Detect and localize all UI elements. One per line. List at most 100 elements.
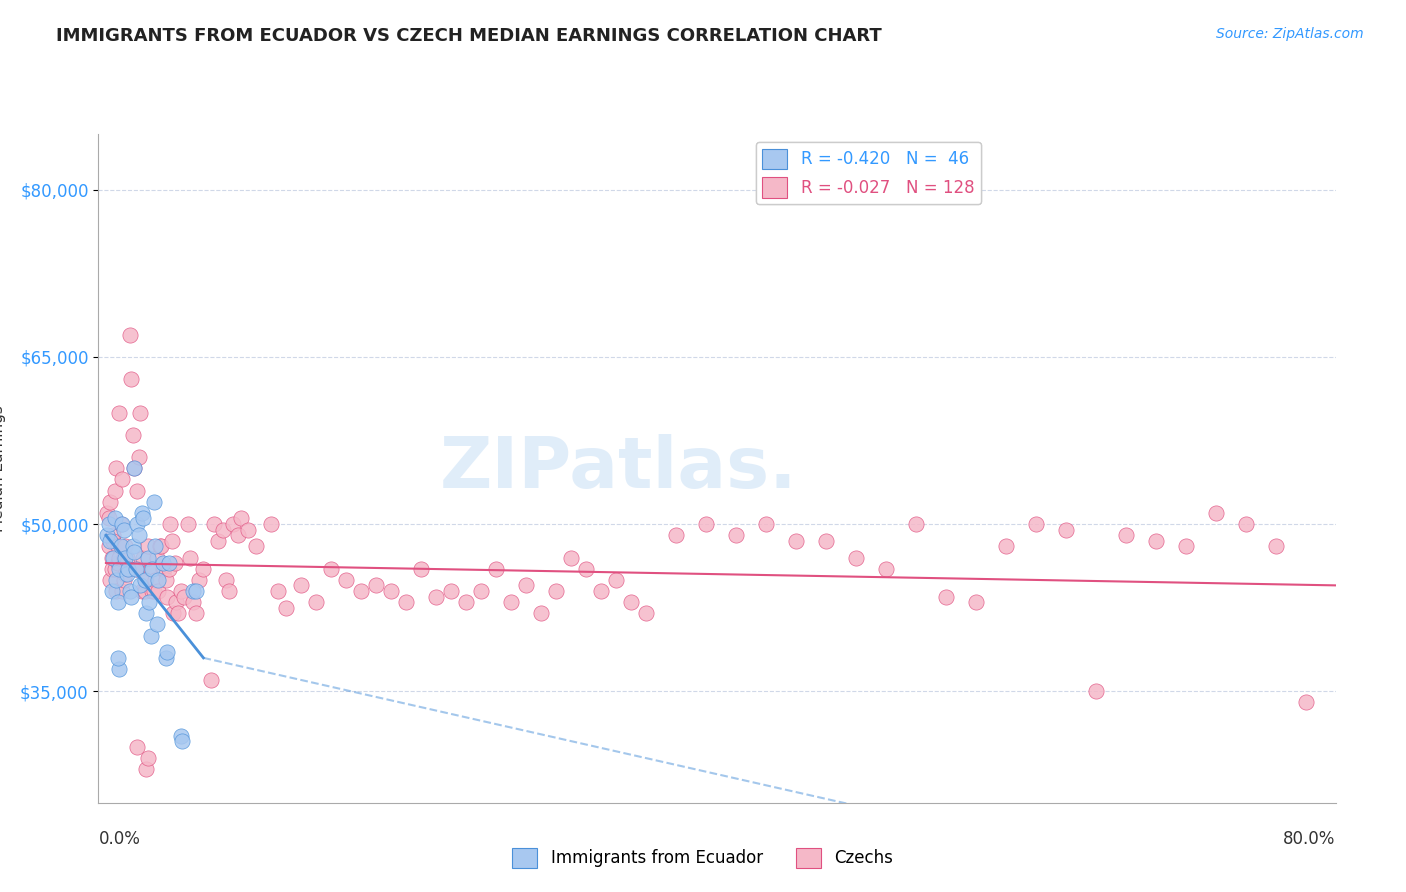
Point: [96, 528, 118, 542]
Point: [814, 533, 837, 548]
Point: [440, 584, 463, 599]
Point: [290, 578, 312, 592]
Point: [122, 539, 145, 553]
Point: [127, 740, 149, 755]
Point: [134, 573, 156, 587]
Point: [238, 523, 260, 537]
Point: [159, 517, 181, 532]
Point: [212, 523, 235, 537]
Point: [124, 461, 146, 475]
Point: [173, 590, 195, 604]
Point: [100, 494, 122, 508]
Point: [845, 550, 868, 565]
Point: [1234, 517, 1257, 532]
Point: [108, 550, 131, 565]
Point: [184, 584, 207, 599]
Point: [118, 327, 141, 342]
Point: [139, 628, 162, 642]
Point: [124, 461, 146, 475]
Point: [181, 584, 204, 599]
Point: [149, 539, 172, 553]
Point: [148, 584, 170, 599]
Point: [156, 590, 179, 604]
Point: [167, 607, 190, 621]
Point: [179, 550, 201, 565]
Point: [122, 428, 145, 442]
Point: [152, 556, 174, 570]
Point: [485, 562, 508, 576]
Point: [127, 483, 149, 498]
Point: [1174, 539, 1197, 553]
Text: ZIPatlas.: ZIPatlas.: [439, 434, 797, 503]
Point: [131, 584, 153, 599]
Point: [875, 562, 897, 576]
Point: [107, 556, 129, 570]
Point: [335, 573, 357, 587]
Point: [409, 562, 432, 576]
Point: [117, 562, 139, 576]
Point: [145, 539, 167, 553]
Point: [104, 511, 127, 525]
Point: [1205, 506, 1227, 520]
Point: [1084, 684, 1107, 698]
Point: [1264, 539, 1286, 553]
Point: [103, 528, 125, 542]
Point: [127, 517, 149, 532]
Point: [125, 562, 148, 576]
Point: [260, 517, 283, 532]
Text: 80.0%: 80.0%: [1284, 830, 1336, 847]
Point: [139, 562, 162, 576]
Point: [544, 584, 567, 599]
Point: [163, 556, 186, 570]
Point: [136, 550, 159, 565]
Point: [150, 539, 173, 553]
Point: [530, 607, 553, 621]
Point: [157, 556, 180, 570]
Point: [104, 562, 127, 576]
Point: [162, 607, 184, 621]
Point: [785, 533, 807, 548]
Point: [202, 517, 225, 532]
Point: [153, 562, 176, 576]
Point: [634, 607, 657, 621]
Point: [104, 483, 127, 498]
Point: [904, 517, 927, 532]
Point: [274, 600, 297, 615]
Point: [135, 762, 157, 776]
Point: [135, 607, 157, 621]
Point: [128, 450, 150, 465]
Point: [172, 734, 194, 748]
Point: [148, 573, 170, 587]
Point: [100, 573, 122, 587]
Point: [215, 573, 238, 587]
Point: [499, 595, 522, 609]
Point: [110, 539, 132, 553]
Legend: Immigrants from Ecuador, Czechs: Immigrants from Ecuador, Czechs: [506, 841, 900, 875]
Point: [125, 562, 148, 576]
Point: [177, 517, 200, 532]
Point: [132, 550, 155, 565]
Point: [142, 494, 165, 508]
Point: [724, 528, 747, 542]
Point: [157, 562, 180, 576]
Point: [115, 567, 138, 582]
Text: 0.0%: 0.0%: [98, 830, 141, 847]
Point: [105, 584, 128, 599]
Point: [114, 539, 136, 553]
Point: [131, 506, 153, 520]
Point: [695, 517, 717, 532]
Point: [152, 562, 174, 576]
Point: [165, 595, 187, 609]
Point: [222, 517, 245, 532]
Legend: R = -0.420   N =  46, R = -0.027   N = 128: R = -0.420 N = 46, R = -0.027 N = 128: [755, 142, 981, 204]
Point: [1054, 523, 1077, 537]
Point: [111, 473, 134, 487]
Point: [364, 578, 387, 592]
Point: [935, 590, 957, 604]
Point: [96, 506, 118, 520]
Point: [103, 550, 125, 565]
Point: [105, 573, 128, 587]
Point: [146, 617, 169, 632]
Point: [207, 533, 229, 548]
Point: [101, 562, 124, 576]
